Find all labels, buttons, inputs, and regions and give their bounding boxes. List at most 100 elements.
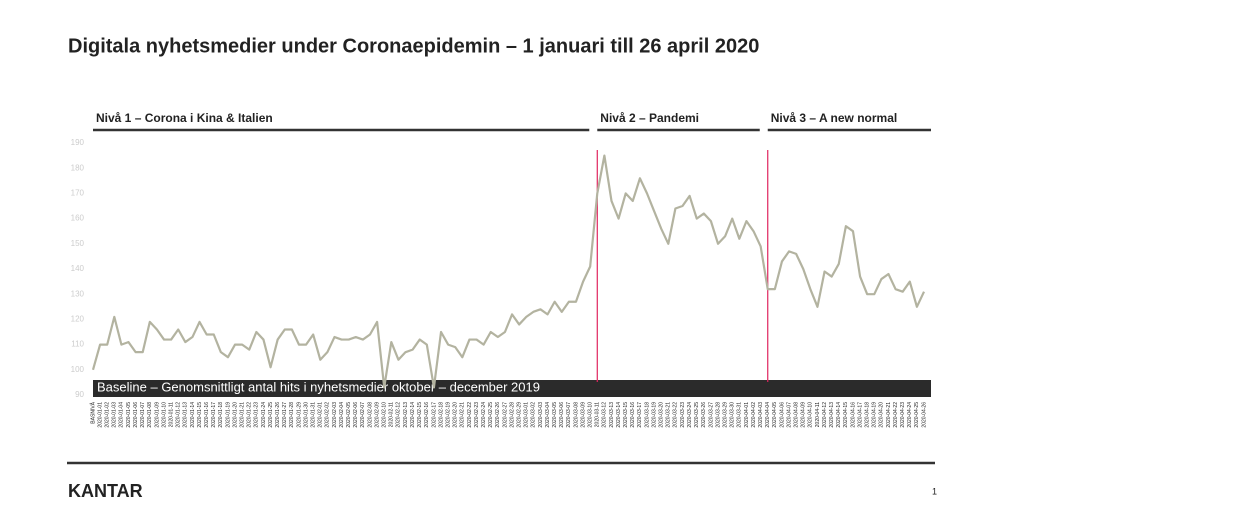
x-tick-label: 2020-02-23 [474,402,480,428]
x-tick-label: 2020-01-06 [133,402,139,428]
x-tick-label: 2020-02-03 [332,402,338,428]
x-tick-label: 2020-02-22 [467,402,473,428]
x-tick-label: 2020-03-10 [588,402,594,428]
x-tick-label: 2020-02-16 [424,402,430,428]
x-tick-label: 2020-04-14 [836,402,842,428]
x-tick-label: 2020-03-05 [552,402,558,428]
x-tick-label: 2020-03-19 [651,402,657,428]
phase-label: Nivå 1 – Corona i Kina & Italien [96,111,273,125]
x-tick-label: 2020-01-07 [140,402,146,428]
x-tick-label: 2020-03-20 [659,402,665,428]
y-tick-label: 90 [75,390,84,399]
x-tick-label: 2020-01-05 [126,402,132,428]
x-tick-label: 2020-04-08 [793,402,799,428]
x-tick-label: 2020-01-31 [311,402,317,428]
x-tick-label: 2020-02-11 [389,402,395,427]
x-tick-label: BASNIVÅ [89,401,96,423]
x-tick-label: 2020-02-20 [453,402,459,428]
x-tick-label: 2020-01-03 [112,402,118,428]
chart-title: Digitala nyhetsmedier under Coronaepidem… [68,35,759,57]
x-tick-label: 2020-02-28 [509,402,515,428]
x-tick-label: 2020-02-08 [367,402,373,428]
x-tick-label: 2020-03-16 [630,402,636,428]
x-tick-label: 2020-04-17 [857,402,863,428]
x-tick-label: 2020-01-04 [119,402,125,428]
y-tick-label: 100 [71,365,85,374]
x-tick-label: 2020-03-12 [602,402,608,428]
x-tick-label: 2020-01-18 [218,402,224,428]
x-tick-label: 2020-03-01 [524,402,530,428]
x-tick-label: 2020-01-08 [147,402,153,428]
y-tick-label: 190 [71,138,85,147]
data-line [91,154,925,389]
x-tick-label: 2020-01-01 [97,402,103,428]
x-tick-label: 2020-01-27 [282,402,288,428]
phase-label: Nivå 2 – Pandemi [600,111,699,125]
x-tick-label: 2020-02-29 [516,402,522,428]
x-tick-label: 2020-01-14 [190,402,196,428]
page-number: 1 [932,486,937,496]
x-tick-label: 2020-03-06 [559,402,565,428]
y-tick-label: 140 [71,264,85,273]
x-tick-label: 2020-04-23 [900,402,906,428]
x-tick-label: 2020-04-16 [850,402,856,428]
x-tick-label: 2020-02-19 [445,402,451,428]
x-tick-label: 2020-03-04 [545,402,551,428]
y-tick-label: 170 [71,189,85,198]
x-tick-label: 2020-02-26 [495,402,501,428]
x-tick-label: 2020-04-25 [914,402,920,428]
x-tick-label: 2020-02-04 [339,402,345,428]
x-tick-label: 2020-03-02 [531,402,537,428]
x-tick-label: 2020-01-10 [161,402,167,428]
x-tick-label: 2020-03-23 [680,402,686,428]
x-tick-label: 2020-01-19 [225,402,231,428]
x-tick-label: 2020-01-24 [261,402,267,428]
x-tick-label: 2020-04-03 [758,402,764,428]
x-tick-label: 2020-01-09 [154,402,160,428]
x-tick-label: 2020-04-21 [886,402,892,428]
x-tick-label: 2020-04-05 [772,402,778,428]
x-tick-label: 2020-02-18 [438,402,444,428]
x-tick-label: 2020-02-17 [431,402,437,428]
x-tick-label: 2020-03-15 [623,402,629,428]
x-tick-label: 2020-04-15 [843,402,849,428]
x-tick-label: 2020-02-09 [374,402,380,428]
x-tick-label: 2020-02-07 [360,402,366,428]
x-tick-label: 2020-01-22 [247,402,253,428]
x-tick-label: 2020-01-28 [289,402,295,428]
x-tick-label: 2020-04-02 [751,402,757,428]
baseline-label: Baseline – Genomsnittligt antal hits i n… [97,379,540,394]
x-tick-label: 2020-04-06 [779,402,785,428]
x-tick-label: 2020-03-11 [595,402,601,427]
x-tick-label: 2020-03-09 [580,402,586,428]
x-tick-label: 2020-02-02 [325,402,331,428]
x-tick-label: 2020-01-23 [254,402,260,428]
x-tick-label: 2020-03-30 [730,402,736,428]
x-tick-label: 2020-03-21 [666,402,672,428]
x-tick-label: 2020-03-24 [687,402,693,428]
x-tick-label: 2020-03-28 [715,402,721,428]
x-tick-label: 2020-01-11 [168,402,174,427]
x-tick-label: 2020-03-17 [637,402,643,428]
y-tick-label: 110 [71,340,84,349]
x-tick-label: 2020-02-06 [353,402,359,428]
x-tick-label: 2020-03-26 [701,402,707,428]
x-tick-label: 2020-04-19 [872,402,878,428]
phase-label: Nivå 3 – A new normal [771,111,898,125]
x-tick-label: 2020-02-13 [403,402,409,428]
x-tick-label: 2020-03-14 [616,402,622,428]
x-tick-label: 2020-01-29 [296,402,302,428]
x-tick-label: 2020-03-29 [722,402,728,428]
x-tick-label: 2020-03-03 [538,402,544,428]
x-tick-label: 2020-04-10 [808,402,814,428]
x-tick-label: 2020-04-01 [744,402,750,428]
x-tick-label: 2020-04-18 [865,402,871,428]
baseline-band [93,380,931,397]
x-tick-label: 2020-04-07 [786,402,792,428]
x-tick-label: 2020-01-25 [268,402,274,428]
x-tick-label: 2020-01-30 [303,402,309,428]
x-tick-label: 2020-04-09 [801,402,807,428]
x-tick-label: 2020-01-15 [197,402,203,428]
x-tick-label: 2020-04-11 [815,402,821,427]
x-tick-label: 2020-02-24 [481,402,487,428]
